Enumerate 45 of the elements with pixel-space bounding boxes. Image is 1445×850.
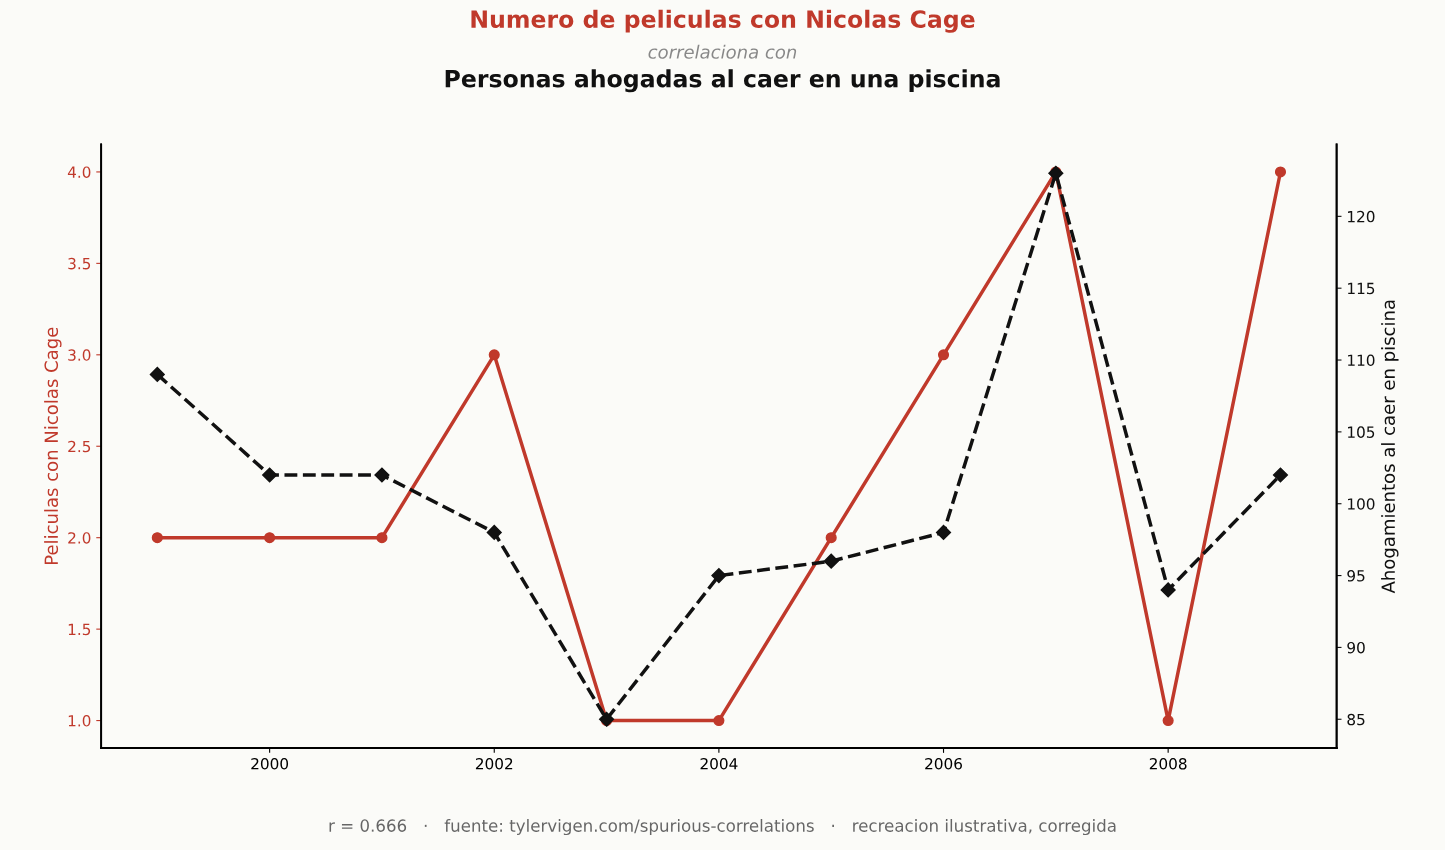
- text: Personas ahogadas al caer en una piscina: [445, 69, 1000, 93]
- point: [937, 349, 950, 361]
- y2-tick-label: 90: [1347, 641, 1365, 654]
- y2-tick-label: 110: [1348, 354, 1375, 367]
- point: [1272, 467, 1289, 483]
- point: [486, 524, 502, 541]
- point: [151, 532, 163, 544]
- x-tick-label: 2000: [251, 757, 289, 770]
- y-tick-label: 2.0: [68, 532, 91, 544]
- y2-tick-label: 100: [1348, 498, 1375, 510]
- y2-axis-title: Ahogamientos al caer en piscina: [1381, 300, 1399, 594]
- x-tick-label: 2002: [475, 757, 513, 770]
- y2-tick-label: 105: [1348, 426, 1375, 438]
- point: [374, 467, 390, 483]
- x-tick-label: 2006: [925, 757, 962, 770]
- point: [1160, 582, 1176, 598]
- point: [1162, 715, 1174, 727]
- y2-tick-label: 115: [1348, 282, 1375, 295]
- point: [825, 532, 837, 544]
- chart-title: Numero de peliculas con Nicolas Cage: [471, 9, 975, 33]
- y-tick-label: 3.5: [68, 257, 91, 270]
- y-tick-label: 1.5: [68, 623, 91, 636]
- text: r = 0.666 · fuente: tylervigen.com/spurious-correlations · recreacion ilustrativa, corregida: [329, 818, 1116, 836]
- y-tick-label: 2.5: [68, 440, 91, 453]
- point: [935, 524, 952, 541]
- point: [823, 553, 839, 569]
- y-tick-label: 3.0: [68, 349, 91, 361]
- point: [149, 366, 165, 382]
- x-tick-label: 2008: [1149, 757, 1187, 770]
- y-tick-label: 4.0: [67, 166, 91, 178]
- point: [713, 715, 725, 727]
- point: [264, 532, 276, 544]
- point: [599, 711, 615, 727]
- point: [488, 349, 500, 361]
- x-tick-label: 2004: [700, 757, 738, 770]
- y-axis-title: Peliculas con Nicolas Cage: [44, 327, 62, 565]
- chart-subtitle: correlaciona con: [648, 44, 797, 59]
- point: [711, 568, 727, 584]
- y-tick-label: 1.0: [68, 715, 91, 727]
- point: [262, 467, 278, 483]
- point: [376, 532, 388, 544]
- y2-tick-label: 120: [1348, 210, 1375, 223]
- point: [1274, 166, 1287, 178]
- y2-tick-label: 85: [1347, 713, 1365, 726]
- y2-tick-label: 95: [1347, 570, 1365, 582]
